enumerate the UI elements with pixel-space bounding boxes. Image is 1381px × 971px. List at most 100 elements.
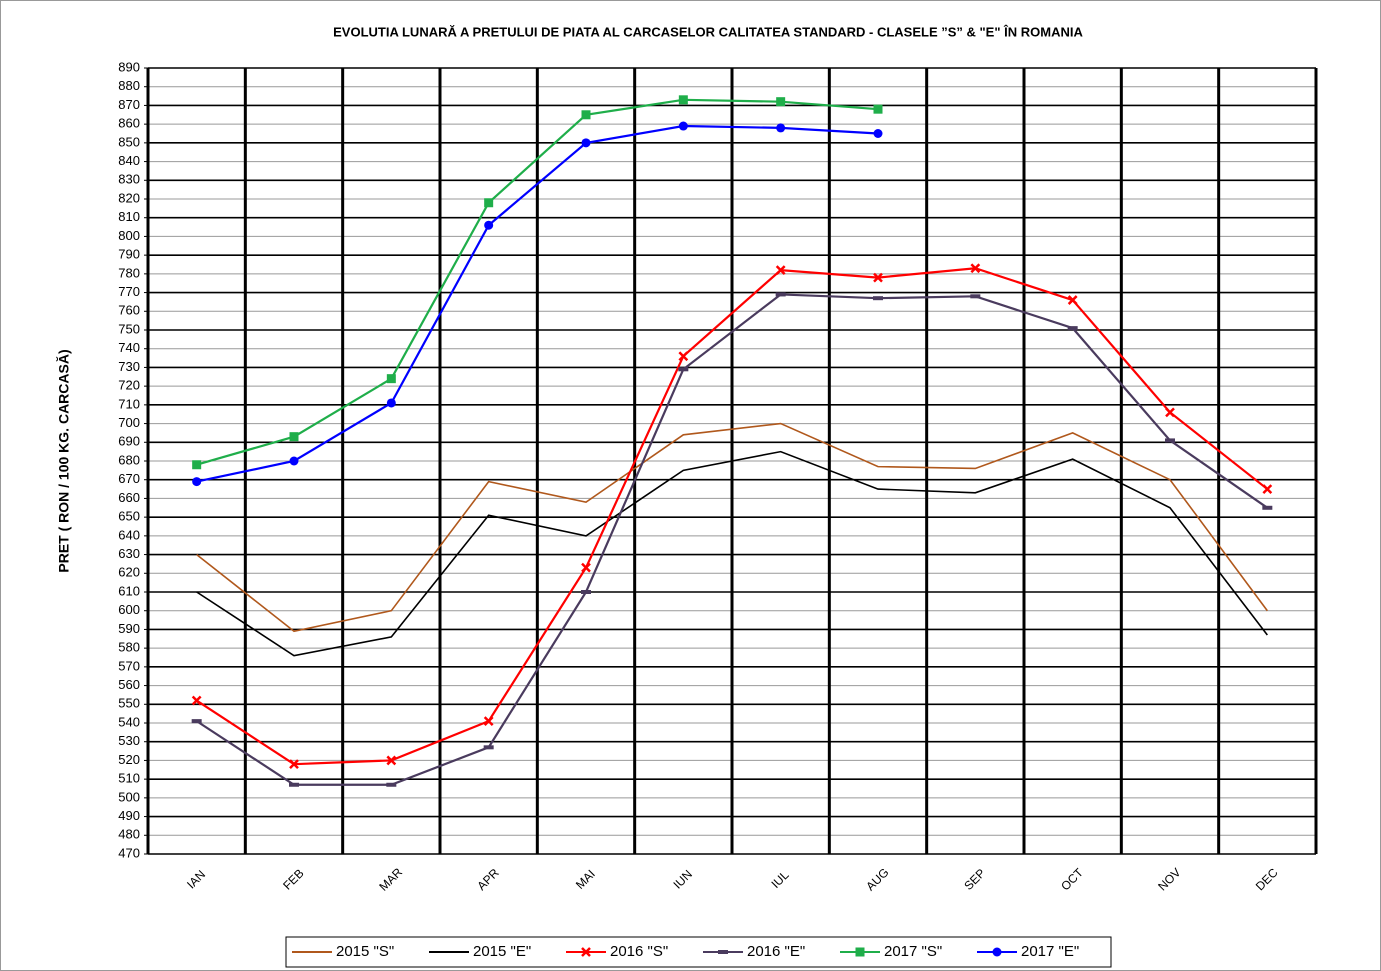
marker (1262, 484, 1273, 494)
y-tick-label: 550 (118, 696, 140, 711)
y-tick-label: 740 (118, 340, 140, 355)
marker (581, 138, 591, 148)
y-tick-label: 770 (118, 284, 140, 299)
marker (289, 456, 299, 466)
marker (1262, 505, 1273, 510)
y-tick-label: 850 (118, 134, 140, 149)
marker (873, 272, 883, 283)
marker (483, 745, 494, 750)
y-tick-label: 710 (118, 396, 140, 411)
y-tick-label: 520 (118, 752, 140, 767)
y-tick-label: 590 (118, 621, 140, 636)
marker (873, 129, 883, 138)
y-tick-label: 890 (118, 59, 140, 74)
marker (1165, 407, 1175, 418)
marker (1067, 295, 1078, 305)
marker (483, 716, 494, 727)
marker (678, 121, 688, 131)
legend-marker (992, 947, 1002, 957)
marker (484, 220, 494, 230)
legend-label: 2015 "E" (473, 943, 531, 960)
y-tick-label: 500 (118, 789, 140, 804)
y-tick-label: 700 (118, 415, 140, 430)
y-tick-label: 530 (118, 733, 140, 748)
marker (386, 755, 397, 766)
y-tick-label: 510 (118, 771, 140, 786)
marker (192, 460, 202, 470)
y-tick-label: 650 (118, 509, 140, 524)
legend-marker (718, 950, 728, 954)
marker (1165, 438, 1175, 443)
legend-marker (855, 947, 865, 957)
y-tick-label: 720 (118, 378, 140, 393)
y-tick-label: 660 (118, 490, 140, 505)
y-tick-label: 820 (118, 190, 140, 205)
marker (776, 97, 786, 107)
legend-label: 2017 "E" (1021, 943, 1079, 960)
marker (581, 110, 591, 120)
y-tick-label: 600 (118, 602, 140, 617)
marker (970, 263, 981, 274)
marker (1067, 326, 1078, 331)
y-tick-label: 580 (118, 640, 140, 655)
y-tick-label: 560 (118, 677, 140, 692)
marker (970, 294, 981, 299)
y-axis-label: PRET ( RON / 100 KG. CARCASĂ) (56, 349, 72, 572)
legend-marker (581, 947, 591, 957)
y-tick-label: 830 (118, 172, 140, 187)
marker (484, 198, 494, 208)
y-tick-label: 680 (118, 452, 140, 467)
y-tick-label: 860 (118, 116, 140, 131)
series-line (196, 267, 1269, 766)
y-tick-label: 750 (118, 321, 140, 336)
y-tick-label: 570 (118, 658, 140, 673)
y-tick-label: 610 (118, 583, 140, 598)
marker (386, 782, 397, 787)
legend-label: 2016 "E" (747, 943, 805, 960)
y-tick-label: 880 (118, 78, 140, 93)
marker (678, 95, 688, 105)
series-line (196, 293, 1268, 786)
marker (873, 296, 883, 301)
marker (191, 719, 202, 724)
y-tick-label: 470 (118, 845, 140, 860)
y-tick-label: 630 (118, 546, 140, 561)
marker (386, 398, 396, 408)
legend-label: 2016 "S" (610, 943, 668, 960)
y-tick-label: 790 (118, 247, 140, 262)
y-tick-label: 540 (118, 714, 140, 729)
y-tick-label: 490 (118, 808, 140, 823)
legend-label: 2015 "S" (336, 943, 394, 960)
legend (285, 936, 1112, 968)
series-line (196, 124, 879, 483)
y-tick-label: 690 (118, 434, 140, 449)
legend-label: 2017 "S" (884, 943, 942, 960)
marker (581, 562, 591, 573)
marker (678, 351, 689, 362)
marker (386, 374, 396, 384)
y-tick-label: 620 (118, 565, 140, 580)
marker (289, 782, 299, 787)
marker (289, 759, 299, 770)
y-tick-label: 760 (118, 303, 140, 318)
marker (776, 123, 786, 133)
y-tick-label: 810 (118, 209, 140, 224)
series-line (196, 98, 879, 466)
series-line (196, 422, 1268, 633)
marker (873, 104, 883, 114)
y-tick-label: 640 (118, 527, 140, 542)
y-tick-label: 730 (118, 359, 140, 374)
marker (775, 292, 786, 297)
marker (581, 590, 591, 594)
y-tick-label: 840 (118, 153, 140, 168)
marker (289, 432, 299, 442)
marker (192, 477, 202, 487)
y-tick-label: 480 (118, 827, 140, 842)
marker (678, 367, 689, 372)
y-tick-label: 870 (118, 97, 140, 112)
y-tick-label: 780 (118, 265, 140, 280)
series-line (196, 450, 1268, 657)
marker (775, 265, 786, 275)
